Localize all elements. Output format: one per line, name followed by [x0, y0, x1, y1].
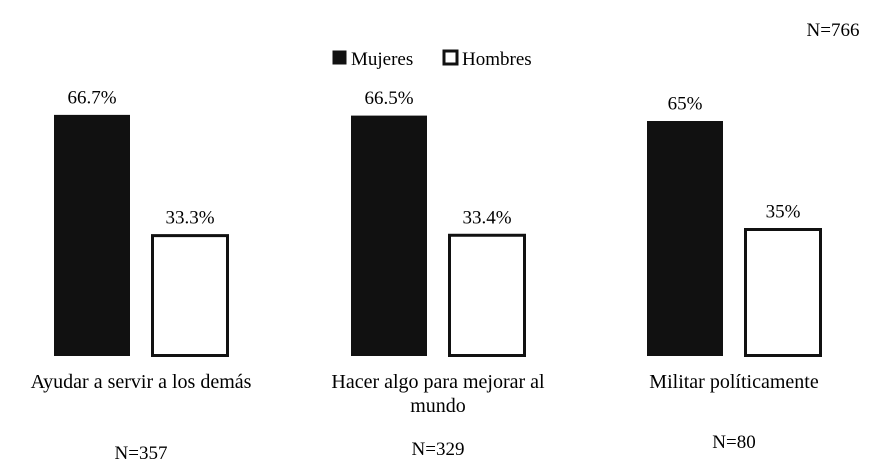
data-label: 66.7%	[67, 87, 116, 108]
category-label: Militar políticamente	[649, 371, 819, 393]
data-label: 65%	[668, 94, 703, 115]
data-label: 35%	[766, 202, 801, 223]
bar-mujeres-0	[54, 114, 130, 356]
bar-hombres-2	[744, 228, 822, 357]
bar-hombres-0	[151, 234, 229, 357]
bar-mujeres-2	[647, 121, 723, 356]
legend-swatch-hombres	[442, 49, 459, 66]
data-label: 66.5%	[364, 88, 413, 109]
total-n-label: N=766	[807, 20, 860, 41]
data-label: 33.4%	[462, 207, 511, 228]
category-label: Ayudar a servir a los demás	[31, 371, 252, 393]
bar-hombres-1	[448, 233, 526, 357]
category-label: mundo	[410, 395, 466, 417]
legend-label-hombres: Hombres	[462, 49, 532, 70]
n-label: N=329	[412, 439, 465, 460]
data-label: 33.3%	[165, 208, 214, 229]
legend-label-mujeres: Mujeres	[351, 49, 413, 70]
legend-swatch-mujeres	[332, 50, 347, 65]
n-label: N=80	[712, 432, 755, 453]
category-label: Hacer algo para mejorar al	[331, 371, 545, 393]
n-label: N=357	[115, 443, 168, 464]
bar-mujeres-1	[351, 115, 427, 356]
